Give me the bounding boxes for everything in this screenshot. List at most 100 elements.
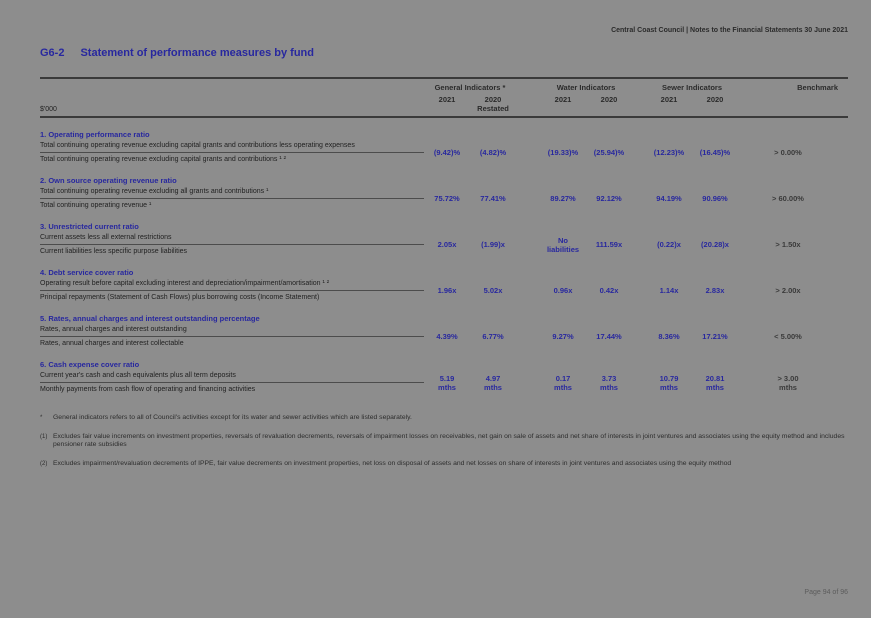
column-group-sewer: Sewer Indicators [661, 83, 723, 92]
performance-table: General Indicators * Water Indicators Se… [40, 77, 848, 478]
measure-row-debt-service-cover: 4. Debt service cover ratio Operating re… [40, 268, 848, 302]
value-water-2020: 17.44% [596, 332, 622, 341]
value-sewer-2021: 10.79 mths [659, 373, 679, 392]
value-general-2021: 1.96x [437, 286, 457, 295]
footnotes: * General indicators refers to all of Co… [40, 414, 848, 468]
measure-denominator: Monthly payments from cash flow of opera… [40, 383, 424, 394]
measure-numerator: Total continuing operating revenue exclu… [40, 187, 424, 199]
value-water-2021: No liabilities [546, 235, 580, 254]
measure-denominator: Principal repayments (Statement of Cash … [40, 291, 424, 302]
value-general-2020: 4.97 mths [484, 373, 502, 392]
page-title: G6-2 Statement of performance measures b… [40, 47, 314, 59]
measure-numerator: Rates, annual charges and interest outst… [40, 325, 424, 337]
numerator-text: Current assets less all external restric… [40, 234, 172, 241]
footnote-text: General indicators refers to all of Coun… [53, 414, 412, 421]
measure-numerator: Current year's cash and cash equivalents… [40, 371, 424, 383]
measure-fraction: Total continuing operating revenue exclu… [40, 187, 424, 210]
unit-label: $'000 [40, 106, 57, 113]
denominator-text: Total continuing operating revenue exclu… [40, 156, 286, 163]
value-sewer-2021: (0.22)x [657, 240, 681, 249]
measure-title: 3. Unrestricted current ratio [40, 222, 139, 231]
value-sewer-2020: 2.83x [705, 286, 725, 295]
value-water-2020: 111.59x [595, 240, 623, 249]
measure-denominator: Rates, annual charges and interest colle… [40, 337, 424, 348]
measure-title: 1. Operating performance ratio [40, 130, 150, 139]
value-water-2020: 92.12% [596, 194, 622, 203]
value-water-2021: (19.33)% [547, 148, 579, 157]
footnote-exclusions-2: (2) Excludes impairment/revaluation decr… [40, 460, 848, 469]
value-general-2021: 5.19 mths [438, 373, 456, 392]
value-water-2021: 0.17 mths [554, 373, 572, 392]
measure-row-cash-expense-cover: 6. Cash expense cover ratio Current year… [40, 360, 848, 394]
footnote-text: Excludes fair value increments on invest… [53, 432, 845, 449]
value-sewer-2020: 90.96% [702, 194, 728, 203]
value-sewer-2020: 17.21% [702, 332, 728, 341]
value-general-2021: 2.05x [437, 240, 457, 249]
measure-fraction: Operating result before capital excludin… [40, 279, 424, 302]
measure-fraction: Current assets less all external restric… [40, 233, 424, 256]
year-sewer-2020: 2020 [706, 95, 724, 104]
denominator-text: Current liabilities less specific purpos… [40, 248, 188, 255]
denominator-text: Principal repayments (Statement of Cash … [40, 294, 320, 301]
benchmark-value: < 5.00% [774, 332, 802, 341]
footnote-exclusions-1: (1) Excludes fair value increments on in… [40, 433, 848, 450]
measure-row-rates-outstanding: 5. Rates, annual charges and interest ou… [40, 314, 848, 348]
numerator-text: Operating result before capital excludin… [40, 280, 330, 287]
denominator-text: Total continuing operating revenue ¹ [40, 202, 152, 209]
column-group-benchmark: Benchmark [797, 83, 838, 92]
value-general-2020: 5.02x [483, 286, 503, 295]
year-general-2021: 2021 [438, 95, 456, 104]
benchmark-value: > 1.50x [775, 240, 801, 249]
measure-denominator: Current liabilities less specific purpos… [40, 245, 424, 256]
value-sewer-2021: 94.19% [656, 194, 682, 203]
value-sewer-2021: 1.14x [659, 286, 679, 295]
value-water-2020: (25.94)% [593, 148, 625, 157]
value-general-2020: (1.99)x [481, 240, 505, 249]
denominator-text: Monthly payments from cash flow of opera… [40, 386, 256, 393]
value-general-2021: 75.72% [434, 194, 460, 203]
section-code: G6-2 [40, 47, 65, 59]
measure-numerator: Current assets less all external restric… [40, 233, 424, 245]
numerator-text: Total continuing operating revenue exclu… [40, 142, 355, 149]
measure-denominator: Total continuing operating revenue exclu… [40, 153, 424, 164]
table-header: General Indicators * Water Indicators Se… [40, 77, 848, 118]
value-general-2021: (9.42)% [433, 148, 461, 157]
measure-title: 5. Rates, annual charges and interest ou… [40, 314, 260, 323]
value-water-2020: 0.42x [599, 286, 619, 295]
measure-title: 2. Own source operating revenue ratio [40, 176, 177, 185]
measure-numerator: Operating result before capital excludin… [40, 279, 424, 291]
year-water-2020: 2020 [600, 95, 618, 104]
measure-fraction: Total continuing operating revenue exclu… [40, 141, 424, 164]
value-water-2021: 89.27% [550, 194, 576, 203]
page-number: Page 94 of 96 [804, 589, 848, 596]
measure-row-own-source-revenue: 2. Own source operating revenue ratio To… [40, 176, 848, 210]
value-general-2020: 6.77% [482, 332, 504, 341]
measure-row-operating-performance: 1. Operating performance ratio Total con… [40, 130, 848, 164]
value-sewer-2020: (16.45)% [699, 148, 731, 157]
value-general-2020: 77.41% [480, 194, 506, 203]
numerator-text: Current year's cash and cash equivalents… [40, 372, 236, 379]
year-water-2021: 2021 [554, 95, 572, 104]
numerator-text: Rates, annual charges and interest outst… [40, 326, 187, 333]
section-title: Statement of performance measures by fun… [80, 47, 314, 59]
benchmark-value: > 3.00 mths [777, 373, 799, 392]
measure-numerator: Total continuing operating revenue exclu… [40, 141, 424, 153]
footnote-marker: (2) [40, 460, 48, 467]
column-group-general: General Indicators * [434, 83, 506, 92]
value-water-2021: 0.96x [553, 286, 573, 295]
measure-denominator: Total continuing operating revenue ¹ [40, 199, 424, 210]
value-sewer-2021: 8.36% [658, 332, 680, 341]
denominator-text: Rates, annual charges and interest colle… [40, 340, 184, 347]
document-header: Central Coast Council | Notes to the Fin… [611, 27, 848, 34]
footnote-marker: (1) [40, 433, 48, 440]
year-general-2020: 2020 [484, 95, 502, 104]
restated-label: Restated [477, 104, 509, 113]
measure-fraction: Rates, annual charges and interest outst… [40, 325, 424, 348]
benchmark-value: > 0.00% [774, 148, 802, 157]
value-water-2021: 9.27% [552, 332, 574, 341]
footnote-marker: * [40, 415, 43, 421]
measure-row-unrestricted-current-ratio: 3. Unrestricted current ratio Current as… [40, 222, 848, 256]
measure-title: 6. Cash expense cover ratio [40, 360, 140, 369]
benchmark-value: > 2.00x [775, 286, 801, 295]
